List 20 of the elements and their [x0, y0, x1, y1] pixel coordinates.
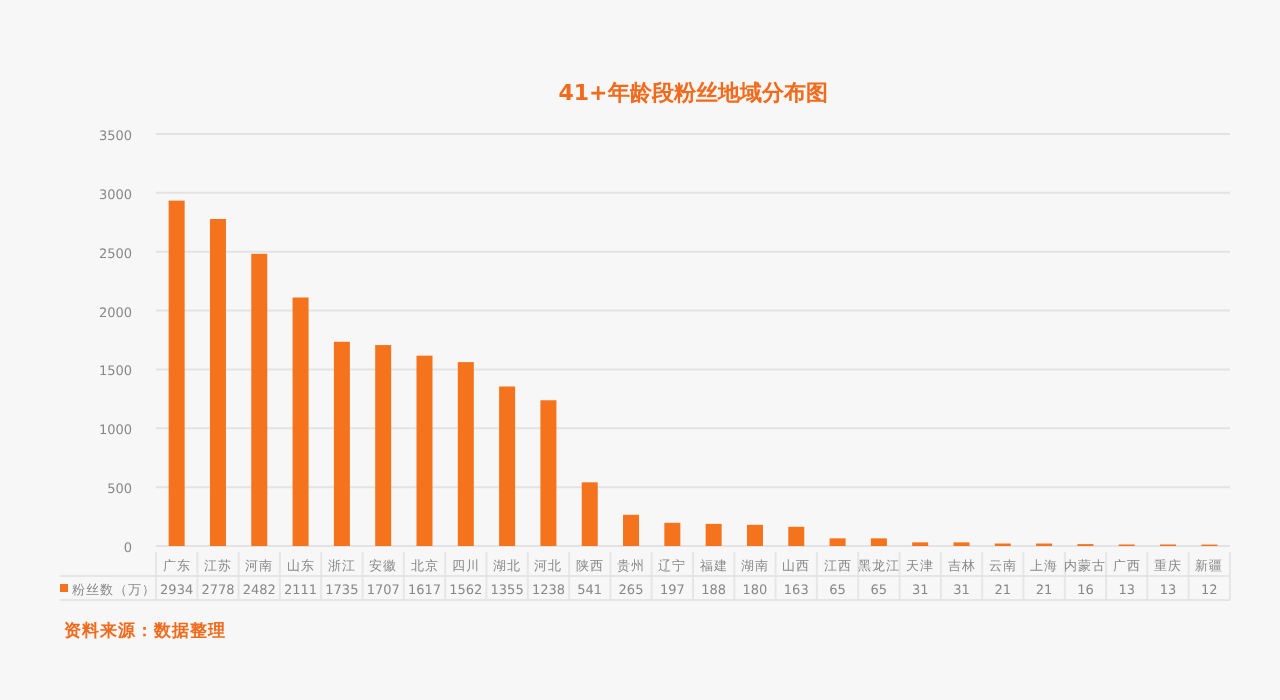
bar [292, 297, 309, 546]
bar [457, 362, 474, 546]
bar [664, 522, 681, 546]
bar [623, 514, 640, 546]
bar [829, 538, 846, 546]
bar [540, 400, 557, 546]
bar [416, 355, 433, 546]
bar [870, 538, 887, 546]
chart-title: 41+年龄段粉丝地域分布图 [558, 80, 828, 106]
bar [251, 253, 268, 546]
bar [705, 523, 722, 546]
bar [746, 524, 763, 546]
bar [209, 218, 226, 546]
bar [333, 341, 350, 546]
bar [375, 345, 392, 546]
bar [581, 482, 598, 546]
text: 资料来源：数据整理 [64, 620, 226, 642]
bar [168, 200, 185, 546]
bar [788, 526, 805, 546]
bar [499, 386, 516, 546]
